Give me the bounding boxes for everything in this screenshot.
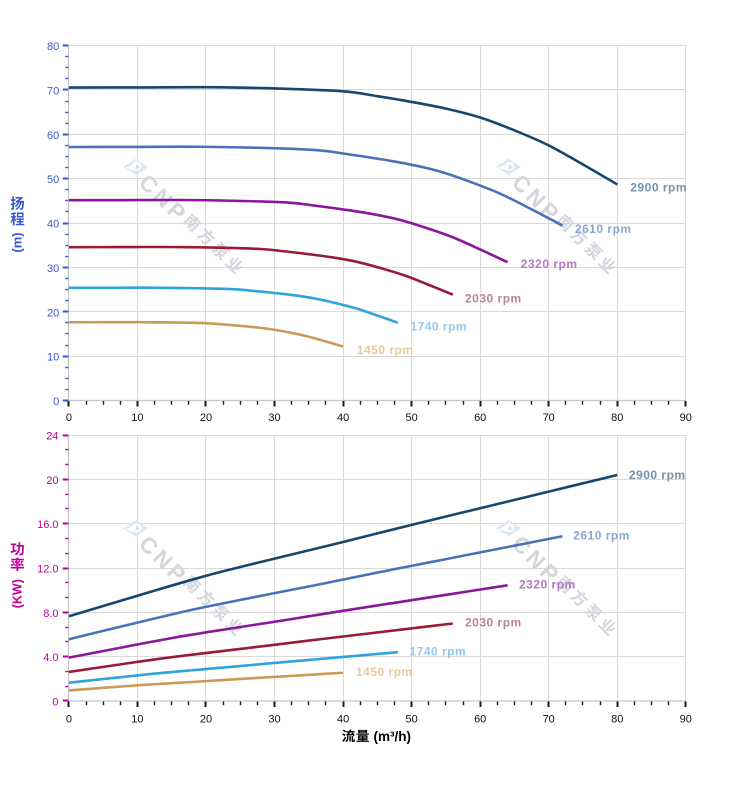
svg-text:50: 50 <box>405 412 417 424</box>
svg-text:60: 60 <box>474 412 486 424</box>
svg-text:80: 80 <box>611 412 623 424</box>
svg-text:2320 rpm: 2320 rpm <box>521 257 578 271</box>
svg-text:20: 20 <box>200 713 212 725</box>
svg-text:40: 40 <box>337 713 349 725</box>
svg-text:(m³/h): (m³/h) <box>374 729 412 744</box>
svg-text:0: 0 <box>66 412 72 424</box>
svg-text:50: 50 <box>47 174 59 186</box>
svg-text:40: 40 <box>47 219 59 231</box>
svg-text:(KW): (KW) <box>11 579 25 608</box>
svg-text:2610 rpm: 2610 rpm <box>573 529 630 543</box>
svg-text:80: 80 <box>611 713 623 725</box>
svg-text:0: 0 <box>66 713 72 725</box>
svg-text:30: 30 <box>268 713 280 725</box>
svg-text:2030 rpm: 2030 rpm <box>465 291 522 305</box>
svg-text:2610 rpm: 2610 rpm <box>575 222 632 236</box>
svg-text:2900 rpm: 2900 rpm <box>630 181 687 195</box>
svg-text:1450 rpm: 1450 rpm <box>356 665 413 679</box>
svg-text:50: 50 <box>405 713 417 725</box>
svg-text:0: 0 <box>53 396 59 408</box>
svg-text:20: 20 <box>47 307 59 319</box>
svg-text:70: 70 <box>543 412 555 424</box>
svg-text:1740 rpm: 1740 rpm <box>410 644 467 658</box>
svg-text:0: 0 <box>52 697 58 709</box>
svg-text:40: 40 <box>337 412 349 424</box>
svg-text:2900 rpm: 2900 rpm <box>629 468 686 482</box>
svg-text:30: 30 <box>47 263 59 275</box>
svg-text:12.0: 12.0 <box>37 564 58 576</box>
svg-text:60: 60 <box>474 713 486 725</box>
svg-text:(m): (m) <box>10 232 25 252</box>
svg-text:16.0: 16.0 <box>37 519 58 531</box>
svg-text:4.0: 4.0 <box>43 652 58 664</box>
svg-text:10: 10 <box>47 352 59 364</box>
svg-text:90: 90 <box>680 412 692 424</box>
svg-text:60: 60 <box>47 130 59 142</box>
svg-text:10: 10 <box>131 412 143 424</box>
svg-text:1740 rpm: 1740 rpm <box>410 320 467 334</box>
svg-text:80: 80 <box>47 41 59 53</box>
svg-text:24: 24 <box>46 431 58 443</box>
svg-text:90: 90 <box>680 713 692 725</box>
svg-text:20: 20 <box>46 475 58 487</box>
svg-text:30: 30 <box>268 412 280 424</box>
svg-text:2320 rpm: 2320 rpm <box>519 578 576 592</box>
svg-text:70: 70 <box>47 86 59 98</box>
svg-text:20: 20 <box>200 412 212 424</box>
svg-text:10: 10 <box>131 713 143 725</box>
svg-text:70: 70 <box>543 713 555 725</box>
svg-text:8.0: 8.0 <box>43 608 58 620</box>
svg-text:2030 rpm: 2030 rpm <box>465 616 522 630</box>
svg-text:1450 rpm: 1450 rpm <box>357 343 414 357</box>
